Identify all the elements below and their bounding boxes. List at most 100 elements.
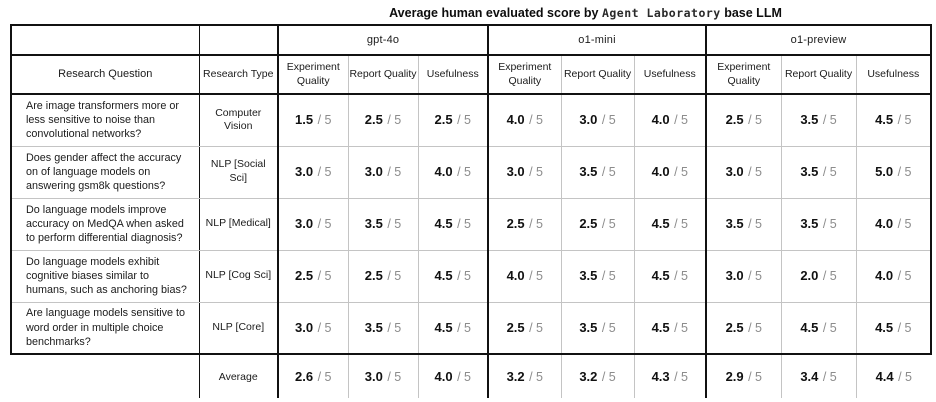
score-denominator: / 5 xyxy=(387,165,402,179)
score-cell: 3.5 / 5 xyxy=(348,198,419,251)
score-value: 4.5 xyxy=(651,319,670,335)
table-row: Are language models sensitive to word or… xyxy=(10,302,933,355)
score-cell: 2.5 / 5 xyxy=(561,198,635,251)
score-denominator: / 5 xyxy=(387,217,402,231)
score-cell: 4.4 / 5 xyxy=(856,354,931,398)
score-value: 4.0 xyxy=(875,216,894,231)
score-value: 4.0 xyxy=(651,164,670,179)
score-value: 2.9 xyxy=(725,368,744,384)
score-denominator: / 5 xyxy=(317,217,332,231)
score-denominator: / 5 xyxy=(457,269,471,283)
score-denominator: / 5 xyxy=(674,320,688,335)
score-denominator: / 5 xyxy=(387,320,402,335)
score-cell: 5.0 / 5 xyxy=(856,146,933,199)
empty-corner-cell xyxy=(10,24,200,56)
research-type-cell: NLP [Medical] xyxy=(199,198,279,251)
score-denominator: / 5 xyxy=(317,320,332,335)
score-value: 2.5 xyxy=(364,268,383,283)
score-denominator: / 5 xyxy=(748,269,762,283)
figure-title-suffix: base LLM xyxy=(724,6,782,20)
score-denominator: / 5 xyxy=(601,165,616,179)
research-question-header: Research Question xyxy=(10,55,200,95)
score-cell: 4.5 / 5 xyxy=(634,198,708,251)
score-cell: 4.5 / 5 xyxy=(418,250,490,303)
score-value: 4.5 xyxy=(434,319,453,335)
score-value: 4.0 xyxy=(875,268,894,283)
score-cell: 3.5 / 5 xyxy=(706,198,782,251)
score-cell: 2.5 / 5 xyxy=(278,250,349,303)
score-value: 3.5 xyxy=(800,112,819,128)
report-quality-header: Report Quality xyxy=(561,55,635,95)
score-denominator: / 5 xyxy=(748,369,762,384)
score-cell: 4.0 / 5 xyxy=(634,146,708,199)
score-denominator: / 5 xyxy=(822,113,837,128)
score-cell: 3.4 / 5 xyxy=(781,354,857,398)
score-cell: 3.0 / 5 xyxy=(278,198,349,251)
score-denominator: / 5 xyxy=(529,217,543,231)
score-cell: 3.0 / 5 xyxy=(348,146,419,199)
score-cell: 4.0 / 5 xyxy=(488,250,562,303)
score-denominator: / 5 xyxy=(601,113,616,128)
score-value: 3.4 xyxy=(800,368,819,384)
score-denominator: / 5 xyxy=(748,165,762,179)
score-denominator: / 5 xyxy=(457,369,471,384)
figure-title: Average human evaluated score by Agent L… xyxy=(0,0,936,24)
score-denominator: / 5 xyxy=(457,320,471,335)
score-denominator: / 5 xyxy=(601,217,616,231)
score-denominator: / 5 xyxy=(529,113,543,128)
model-header-row: gpt-4o o1-mini o1-preview xyxy=(10,24,933,56)
research-type-cell: NLP [Core] xyxy=(199,302,279,355)
score-value: 3.5 xyxy=(579,268,598,283)
research-type-header: Research Type xyxy=(199,55,279,95)
score-cell: 4.0 / 5 xyxy=(856,250,933,303)
average-row: Average 2.6 / 5 3.0 / 5 4.0 / 5 3.2 / 5 3.2 /… xyxy=(11,354,931,398)
model-group-header-o1-preview: o1-preview xyxy=(706,24,933,56)
score-denominator: / 5 xyxy=(822,369,837,384)
score-value: 3.0 xyxy=(295,164,314,179)
score-denominator: / 5 xyxy=(457,217,471,231)
score-denominator: / 5 xyxy=(674,269,688,283)
score-cell: 2.6 / 5 xyxy=(278,354,349,398)
score-value: 4.4 xyxy=(875,368,894,384)
score-value: 4.5 xyxy=(875,319,894,335)
score-value: 3.5 xyxy=(364,319,383,335)
score-cell: 4.3 / 5 xyxy=(634,354,708,398)
score-value: 3.0 xyxy=(295,216,314,231)
score-value: 2.6 xyxy=(295,368,314,384)
score-denominator: / 5 xyxy=(317,165,332,179)
table-row: Do language models exhibit cognitive bia… xyxy=(10,250,933,303)
research-type-cell: Computer Vision xyxy=(199,94,279,147)
score-denominator: / 5 xyxy=(601,269,616,283)
score-value: 3.0 xyxy=(579,112,598,128)
score-cell: 3.0 / 5 xyxy=(348,354,419,398)
score-denominator: / 5 xyxy=(317,269,332,283)
score-cell: 2.5 / 5 xyxy=(348,250,419,303)
score-cell: 3.5 / 5 xyxy=(348,302,419,355)
score-value: 3.0 xyxy=(295,319,314,335)
score-denominator: / 5 xyxy=(387,369,402,384)
score-value: 3.0 xyxy=(506,164,525,179)
score-value: 2.5 xyxy=(295,268,314,283)
score-denominator: / 5 xyxy=(457,113,471,128)
experiment-quality-header: Experiment Quality xyxy=(278,55,349,95)
score-value: 3.0 xyxy=(725,268,744,283)
research-type-cell: NLP [Social Sci] xyxy=(199,146,279,199)
score-cell: 2.9 / 5 xyxy=(706,354,782,398)
agent-laboratory-name: Agent Laboratory xyxy=(601,6,721,20)
score-denominator: / 5 xyxy=(898,369,912,384)
score-cell: 3.5 / 5 xyxy=(561,302,635,355)
score-cell: 3.0 / 5 xyxy=(706,250,782,303)
score-value: 2.5 xyxy=(725,112,744,128)
score-denominator: / 5 xyxy=(529,369,543,384)
score-value: 3.0 xyxy=(725,164,744,179)
score-denominator: / 5 xyxy=(897,165,912,179)
score-cell: 1.5 / 5 xyxy=(278,94,349,147)
score-cell: 3.2 / 5 xyxy=(488,354,562,398)
score-value: 3.5 xyxy=(800,164,819,179)
score-cell: 4.0 / 5 xyxy=(418,146,490,199)
score-denominator: / 5 xyxy=(529,320,543,335)
score-value: 3.2 xyxy=(506,368,525,384)
score-denominator: / 5 xyxy=(529,269,543,283)
table-row: Do language models improve accuracy on M… xyxy=(10,198,933,251)
score-value: 4.0 xyxy=(506,268,525,283)
